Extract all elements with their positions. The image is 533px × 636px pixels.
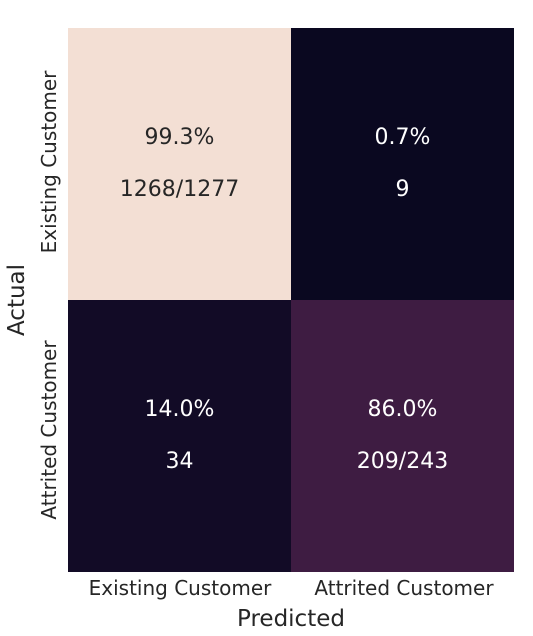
heatmap-cells: 99.3% 1268/1277 0.7% 9 14.0% 34 86.0% 209/243 bbox=[68, 28, 514, 572]
x-tick-labels: Existing Customer Attrited Customer bbox=[89, 576, 495, 600]
y-tick-label-existing-customer: Existing Customer bbox=[37, 70, 61, 254]
cell-percent-label-r1-c1: 86.0% bbox=[368, 397, 438, 422]
cell-percent-label-r1-c0: 14.0% bbox=[145, 397, 215, 422]
x-tick-label-attrited-customer: Attrited Customer bbox=[314, 576, 494, 600]
cell-percent-label-r0-c0: 99.3% bbox=[145, 125, 215, 150]
heatmap-cell-r1-c0 bbox=[68, 300, 291, 572]
y-tick-label-attrited-customer: Attrited Customer bbox=[37, 340, 61, 520]
cell-count-label-r0-c0: 1268/1277 bbox=[120, 177, 239, 202]
cell-count-label-r1-c0: 34 bbox=[166, 449, 194, 474]
y-tick-labels: Existing Customer Attrited Customer bbox=[37, 70, 61, 520]
cell-count-label-r1-c1: 209/243 bbox=[357, 449, 448, 474]
cell-percent-label-r0-c1: 0.7% bbox=[375, 125, 431, 150]
x-axis-label: Predicted bbox=[237, 606, 345, 632]
y-axis-label: Actual bbox=[4, 264, 30, 336]
x-tick-label-existing-customer: Existing Customer bbox=[89, 576, 273, 600]
heatmap-cell-r1-c1 bbox=[291, 300, 514, 572]
heatmap-cell-r0-c1 bbox=[291, 28, 514, 300]
heatmap-cell-r0-c0 bbox=[68, 28, 291, 300]
cell-count-label-r0-c1: 9 bbox=[396, 177, 410, 202]
